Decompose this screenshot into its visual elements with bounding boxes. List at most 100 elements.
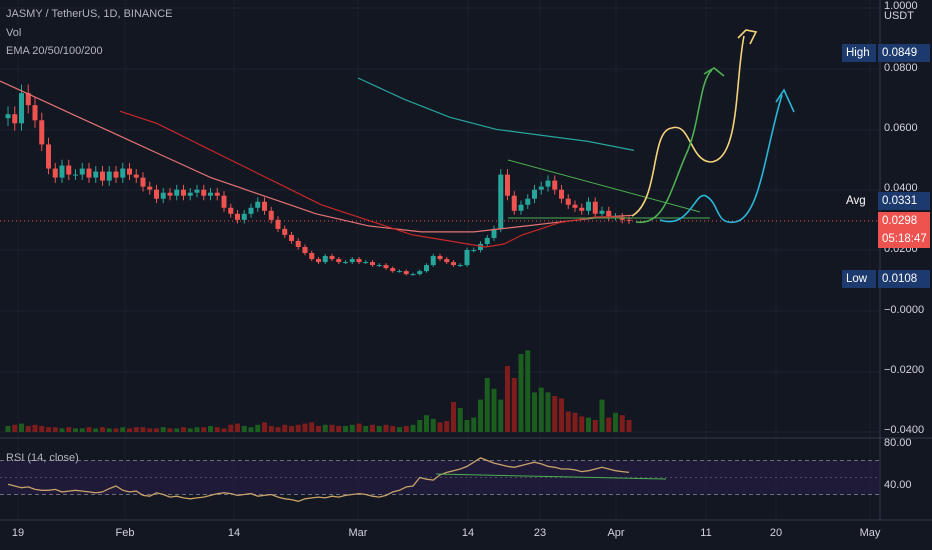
rsi-indicator-label[interactable]: RSI (14, close): [6, 452, 79, 464]
candle-body: [572, 204, 578, 208]
ema-indicator-label[interactable]: EMA 20/50/100/200: [6, 45, 103, 57]
price-tick: 0.0800: [884, 62, 918, 74]
candle-body: [565, 198, 571, 205]
candle-body: [349, 259, 355, 263]
volume-bar: [86, 427, 92, 432]
volume-bar: [349, 424, 355, 432]
volume-bar: [100, 427, 105, 432]
candle-body: [518, 204, 524, 211]
volume-bar: [336, 426, 342, 432]
time-tick: 14: [227, 527, 241, 539]
candle-body: [484, 237, 490, 244]
candle-body: [174, 189, 180, 196]
volume-bar: [106, 428, 112, 432]
candle-body: [113, 171, 119, 178]
candle-body: [147, 186, 153, 190]
candle-body: [444, 259, 450, 263]
candle-body: [626, 219, 632, 221]
time-tick: Mar: [348, 527, 368, 539]
candle-body: [275, 219, 281, 229]
candle-body: [39, 120, 45, 145]
candle-body: [356, 259, 362, 263]
time-tick: May: [859, 527, 881, 539]
ema-teal-line: [357, 77, 635, 151]
volume-bar: [363, 426, 369, 432]
volume-bar: [329, 424, 335, 432]
candle-body: [457, 265, 463, 267]
price-tick: −0.0400: [884, 424, 925, 436]
candle-body: [59, 165, 65, 178]
candle-body: [538, 186, 544, 190]
volume-bar: [592, 420, 598, 432]
candle-body: [79, 168, 85, 175]
symbol-title[interactable]: JASMY / TetherUS, 1D, BINANCE: [6, 8, 173, 20]
volume-bar: [262, 422, 267, 432]
volume-bar: [491, 388, 497, 432]
time-tick: 19: [11, 527, 25, 539]
price-tick: −0.0000: [884, 304, 925, 316]
candle-body: [471, 250, 477, 251]
volume-bar: [538, 387, 544, 432]
candle-body: [606, 210, 612, 217]
volume-bar: [430, 418, 436, 432]
volume-bar: [174, 428, 180, 432]
drawing-cyan-arrowhead: [775, 88, 795, 113]
volume-bar: [282, 424, 288, 432]
volume-bar: [235, 423, 240, 432]
candle-body: [268, 210, 274, 220]
candle-body: [289, 234, 294, 241]
volume-bar: [559, 398, 564, 432]
candle-body: [262, 201, 267, 211]
volume-bar: [133, 427, 139, 432]
candle-body: [430, 256, 436, 266]
volume-bar: [343, 426, 348, 432]
candle-body: [383, 265, 389, 269]
volume-bar: [545, 392, 551, 432]
volume-bar: [619, 415, 625, 432]
candle-body: [498, 174, 504, 229]
volume-indicator-label[interactable]: Vol: [6, 27, 22, 39]
candle-body: [417, 271, 423, 275]
candle-body: [25, 93, 31, 106]
volume-bar: [255, 424, 261, 432]
volume-bar: [12, 424, 18, 432]
rsi-trendline: [435, 473, 667, 480]
volume-bar: [147, 428, 153, 432]
candle-body: [397, 271, 402, 273]
volume-bar: [19, 423, 24, 432]
candle-body: [336, 259, 342, 263]
candle-body: [228, 207, 234, 214]
candle-body: [329, 256, 335, 260]
candle-body: [235, 213, 240, 220]
volume-bar: [370, 424, 375, 432]
time-tick: Feb: [115, 527, 135, 539]
volume-bar: [316, 426, 321, 432]
low-value: 0.0108: [878, 270, 930, 288]
time-tick: 20: [769, 527, 783, 539]
volume-bar: [471, 417, 477, 432]
price-tick: 1.0000: [884, 0, 918, 12]
candle-body: [592, 201, 598, 214]
volume-bar: [66, 427, 72, 432]
last-price: 0.0298: [878, 212, 930, 230]
volume-bar: [464, 420, 470, 432]
candle-body: [363, 262, 369, 264]
volume-bar: [309, 422, 315, 432]
candle-body: [160, 192, 166, 199]
candle-body: [106, 171, 112, 181]
candle-body: [12, 114, 18, 124]
candle-body: [52, 168, 58, 178]
volume-bar: [120, 427, 126, 432]
candle-body: [552, 180, 558, 190]
volume-bar: [208, 426, 213, 432]
low-label: Low: [842, 270, 876, 288]
avg-label: Avg: [842, 192, 876, 210]
volume-bar: [248, 427, 254, 432]
volume-bar: [194, 427, 200, 432]
candle-body: [241, 213, 247, 220]
candle-body: [599, 210, 605, 214]
candle-body: [424, 265, 429, 272]
currency-label[interactable]: USDT: [884, 10, 914, 22]
